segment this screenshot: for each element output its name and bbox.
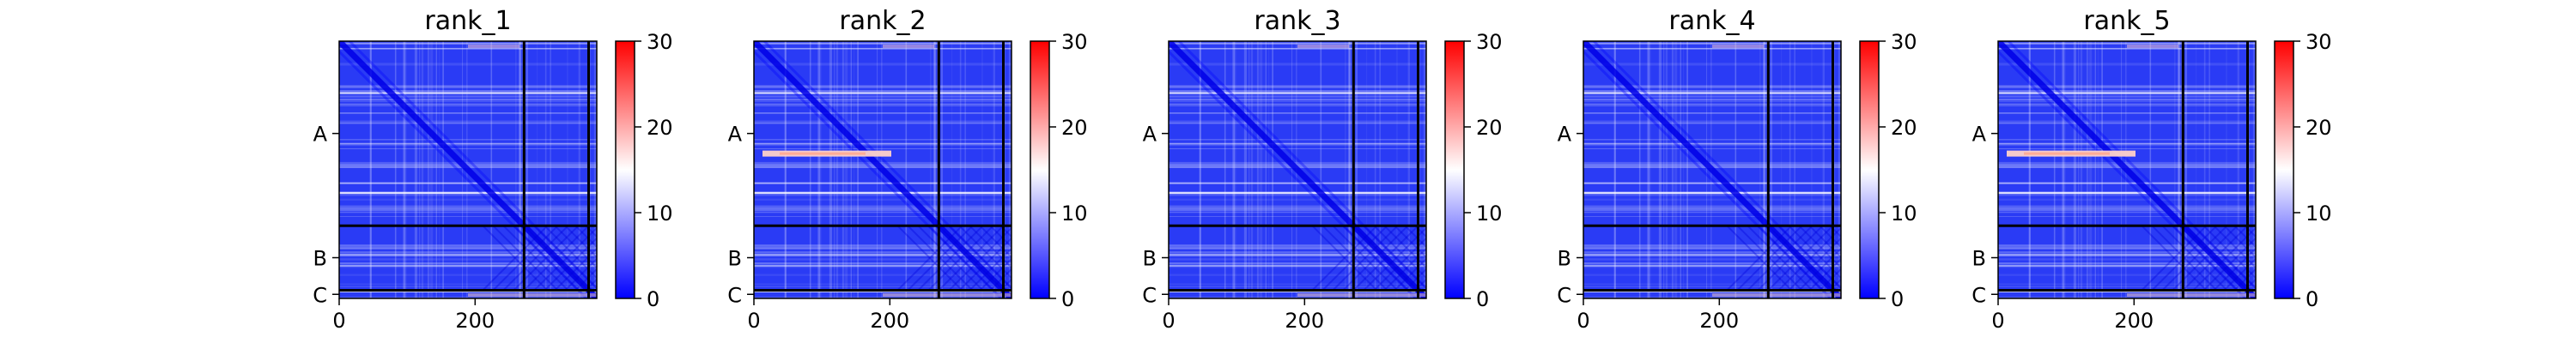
heatmap-frame [753,40,1012,299]
heatmap [1998,41,2256,298]
colorbar-tick-label: 10 [1891,202,1917,226]
colorbar-tick-label: 0 [1891,287,1904,311]
y-tick-label: A [1143,123,1157,147]
panel-title: rank_2 [839,6,926,36]
y-tick-label: A [1558,123,1572,147]
colorbar-tick-label: 20 [1891,116,1917,140]
x-tick-label: 0 [332,309,345,333]
colorbar-tick-label: 30 [647,30,673,54]
y-tick-label: C [1971,283,1986,307]
heatmap [1169,41,1426,298]
x-tick-label: 200 [1699,309,1739,333]
y-tick-label: B [1972,247,1986,271]
x-tick-label: 0 [1991,309,2004,333]
colorbar-tick-label: 20 [647,116,673,140]
heatmap-frame [1168,40,1427,299]
y-tick-label: B [313,247,327,271]
colorbar [1030,40,1050,299]
x-tick-label: 0 [1162,309,1175,333]
colorbar [1444,40,1465,299]
colorbar [615,40,635,299]
colorbar-tick-label: 0 [2306,287,2318,311]
panel-title: rank_3 [1254,6,1340,36]
y-tick-label: C [1142,283,1157,307]
colorbar-tick-label: 30 [2306,30,2332,54]
x-tick-label: 0 [747,309,760,333]
x-tick-label: 200 [2114,309,2154,333]
y-tick-label: B [728,247,742,271]
heatmap [1583,41,1841,298]
heatmap-frame [338,40,598,299]
y-tick-label: B [1558,247,1571,271]
colorbar-tick-label: 20 [2306,116,2332,140]
x-tick-label: 0 [1577,309,1589,333]
x-tick-label: 200 [455,309,495,333]
colorbar-tick-label: 10 [647,202,673,226]
heatmap-frame [1997,40,2257,299]
colorbar-tick-label: 20 [1476,116,1503,140]
x-tick-label: 200 [1285,309,1324,333]
y-tick-label: C [1557,283,1571,307]
panel-title: rank_4 [1668,6,1755,36]
heatmap [754,41,1012,298]
y-tick-label: C [313,283,327,307]
colorbar [1859,40,1880,299]
colorbar-tick-label: 10 [2306,202,2332,226]
colorbar-tick-label: 30 [1061,30,1088,54]
y-tick-label: B [1143,247,1157,271]
colorbar-tick-label: 0 [1476,287,1489,311]
colorbar [2274,40,2294,299]
colorbar-tick-label: 30 [1891,30,1917,54]
y-tick-label: A [728,123,743,147]
colorbar-tick-label: 30 [1476,30,1503,54]
colorbar-tick-label: 20 [1061,116,1088,140]
x-tick-label: 200 [870,309,909,333]
colorbar-tick-label: 10 [1476,202,1503,226]
panel-title: rank_5 [2083,6,2170,36]
colorbar-tick-label: 0 [1061,287,1074,311]
y-tick-label: C [727,283,742,307]
heatmap [339,41,597,298]
heatmap-frame [1583,40,1842,299]
panel-title: rank_1 [424,6,511,36]
y-tick-label: A [313,123,328,147]
colorbar-tick-label: 0 [647,287,659,311]
y-tick-label: A [1972,123,1987,147]
colorbar-tick-label: 10 [1061,202,1088,226]
